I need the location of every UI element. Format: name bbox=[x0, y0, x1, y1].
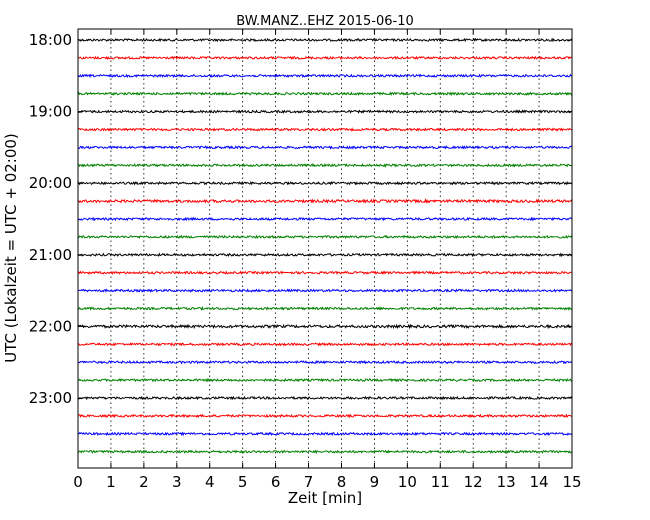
x-tick-label: 7 bbox=[304, 473, 314, 491]
trace-2100 bbox=[77, 252, 573, 258]
x-tick-label: 15 bbox=[562, 473, 581, 491]
trace-2330 bbox=[77, 431, 573, 437]
trace-1815 bbox=[77, 55, 573, 61]
trace-1915 bbox=[77, 127, 573, 132]
x-axis-label: Zeit [min] bbox=[288, 489, 362, 507]
y-axis-ticks: 18:00 19:00 20:00 21:00 22:00 23:00 bbox=[29, 31, 572, 407]
chart-title: BW.MANZ..EHZ 2015-06-10 bbox=[236, 14, 414, 29]
x-tick-label: 6 bbox=[271, 473, 281, 491]
plot-frame bbox=[77, 28, 573, 469]
trace-2130 bbox=[77, 288, 573, 293]
x-tick-label: 8 bbox=[337, 473, 347, 491]
trace-1830 bbox=[77, 73, 573, 79]
trace-2115 bbox=[77, 270, 573, 276]
y-tick-label: 20:00 bbox=[29, 174, 72, 192]
trace-1800 bbox=[77, 37, 573, 43]
trace-2145 bbox=[77, 306, 573, 311]
y-tick-label: 21:00 bbox=[29, 246, 72, 264]
y-tick-label: 23:00 bbox=[29, 389, 72, 407]
trace-2015 bbox=[77, 198, 573, 204]
trace-1900 bbox=[77, 109, 573, 114]
x-tick-label: 11 bbox=[431, 473, 450, 491]
x-axis-ticks: 0 1 2 3 4 5 6 7 8 9 10 11 12 13 14 15 bbox=[73, 29, 582, 491]
y-tick-label: 19:00 bbox=[29, 103, 72, 121]
trace-2315 bbox=[77, 413, 573, 419]
trace-1945 bbox=[77, 162, 572, 168]
trace-2030 bbox=[77, 216, 573, 222]
x-tick-label: 4 bbox=[205, 473, 215, 491]
x-tick-label: 14 bbox=[530, 473, 549, 491]
trace-1845 bbox=[77, 91, 573, 97]
x-tick-label: 5 bbox=[238, 473, 248, 491]
x-tick-label: 3 bbox=[172, 473, 182, 491]
x-tick-label: 1 bbox=[106, 473, 116, 491]
x-tick-label: 12 bbox=[464, 473, 483, 491]
seismogram-traces bbox=[77, 37, 573, 455]
y-axis-label: UTC (Lokalzeit = UTC + 02:00) bbox=[2, 133, 20, 363]
trace-2000 bbox=[77, 180, 573, 186]
trace-2300 bbox=[77, 395, 573, 401]
trace-2245 bbox=[77, 377, 573, 383]
y-tick-label: 22:00 bbox=[29, 317, 72, 335]
grid-lines bbox=[110, 29, 540, 468]
x-tick-label: 13 bbox=[497, 473, 516, 491]
trace-2215 bbox=[77, 341, 573, 347]
x-tick-label: 0 bbox=[73, 473, 83, 491]
y-tick-label: 18:00 bbox=[29, 31, 72, 49]
trace-1930 bbox=[77, 145, 573, 150]
trace-2045 bbox=[77, 234, 573, 240]
trace-2230 bbox=[77, 359, 573, 365]
x-tick-label: 2 bbox=[139, 473, 149, 491]
x-tick-label: 9 bbox=[370, 473, 380, 491]
trace-2200 bbox=[77, 323, 573, 330]
x-tick-label: 10 bbox=[398, 473, 417, 491]
trace-2345 bbox=[77, 449, 573, 455]
